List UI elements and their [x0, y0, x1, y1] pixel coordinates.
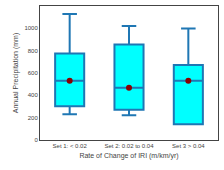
- svg-text:Set 2: 0.02 to 0.04: Set 2: 0.02 to 0.04: [104, 143, 154, 149]
- svg-text:Annual Precipitation (mm): Annual Precipitation (mm): [12, 33, 20, 114]
- svg-text:Set 1: < 0.02: Set 1: < 0.02: [53, 143, 88, 149]
- svg-text:400: 400: [28, 92, 39, 98]
- svg-text:Rate of Change of IRI (m/km/yr: Rate of Change of IRI (m/km/yr): [79, 152, 178, 160]
- svg-text:1000: 1000: [24, 25, 38, 31]
- svg-text:800: 800: [28, 48, 39, 54]
- svg-text:200: 200: [28, 115, 39, 121]
- svg-text:600: 600: [28, 70, 39, 76]
- svg-text:0: 0: [34, 137, 38, 143]
- svg-text:Set 3 > 0.04: Set 3 > 0.04: [172, 143, 205, 149]
